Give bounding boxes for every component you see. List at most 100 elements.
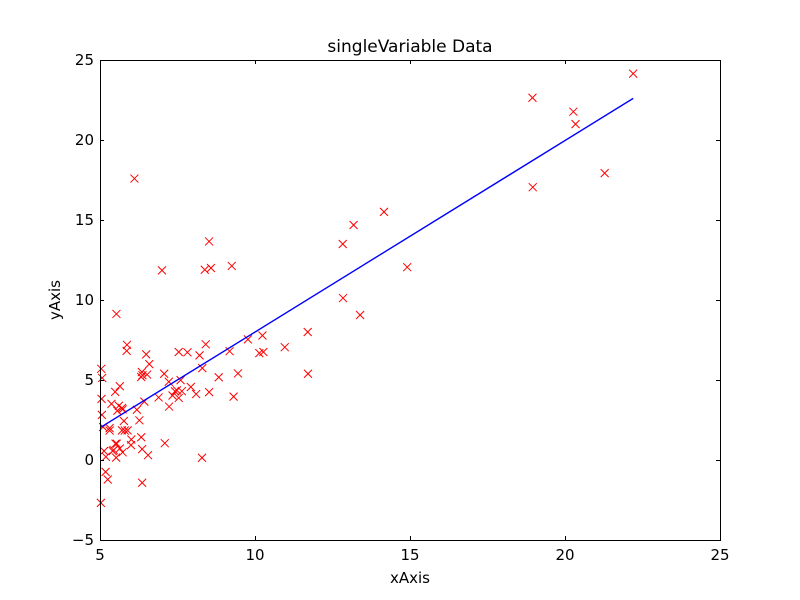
data-point [528,182,538,192]
data-point [338,293,348,303]
data-point [101,467,110,477]
y-tick-label: 25 [75,51,94,69]
data-point [137,478,147,488]
data-point [112,309,121,319]
data-point [402,262,412,272]
data-point [528,93,537,103]
data-point [117,426,127,435]
data-point [109,445,118,455]
axes-frame [100,60,721,541]
data-point [258,331,267,340]
y-tick-label: 5 [84,371,94,389]
data-point [114,401,124,411]
data-point [135,415,144,425]
y-tick-label: 20 [75,131,94,149]
data-point [201,339,211,349]
data-point [141,350,151,359]
data-point [204,387,214,397]
data-point [96,364,106,374]
data-point [164,402,174,411]
data-point [233,369,243,378]
axis-ticks: 5 10 15 20 25 −5 0 5 10 15 20 25 [72,51,730,564]
data-point [160,438,170,448]
data-point [137,444,147,454]
data-point [157,266,167,275]
data-point [122,340,132,350]
data-point [177,386,187,396]
data-point [118,447,127,457]
data-point [130,174,139,183]
data-point [214,372,224,382]
data-point [97,394,106,404]
data-point [136,432,146,442]
data-point [195,351,204,360]
data-point [97,410,107,420]
data-point [204,237,214,246]
data-point [303,327,313,337]
data-point [105,426,114,435]
chart-title: singleVariable Data [327,37,492,57]
data-point [142,370,152,379]
data-point [197,453,207,463]
data-point [170,387,180,396]
data-point [191,389,201,399]
data-point [111,453,121,462]
data-point [154,393,163,402]
data-point [186,382,196,392]
data-point [97,373,107,383]
data-point [600,168,610,178]
plot-series [96,69,638,508]
y-tick-label: −5 [72,531,94,549]
data-point [338,239,348,249]
data-point [126,440,136,450]
plot-frame [100,60,721,541]
data-point [225,346,234,356]
data-point [99,446,109,456]
data-point [174,393,184,403]
x-axis-label: xAxis [390,569,430,587]
y-axis-label: yAxis [46,280,64,320]
data-point [206,263,216,273]
x-tick-label: 25 [710,546,729,564]
data-point [243,335,253,344]
data-point [183,347,192,357]
data-point [112,439,122,449]
data-point [227,261,237,271]
data-point [628,69,638,78]
data-point [137,367,147,377]
data-point [110,387,120,397]
data-point [144,359,154,369]
data-point [120,426,130,435]
data-point [111,439,120,449]
data-point [176,375,185,385]
data-point [200,265,210,275]
data-point [569,107,578,117]
x-tick-label: 5 [95,546,105,564]
data-point [280,342,290,352]
y-tick-label: 10 [75,291,94,309]
x-tick-label: 10 [245,546,264,564]
y-tick-label: 15 [75,211,94,229]
data-point [355,310,365,320]
data-point [119,416,129,426]
data-point [174,347,184,357]
x-tick-label: 15 [400,546,419,564]
data-point [259,347,268,357]
x-tick-label: 20 [555,546,574,564]
data-point [168,391,177,400]
data-point [349,220,358,230]
data-point [379,207,389,217]
y-tick-label: 0 [84,451,94,469]
data-point [101,452,111,462]
data-point [303,369,313,379]
data-point [571,119,580,129]
data-point [229,392,238,401]
data-point [107,399,116,409]
data-point [113,406,122,416]
data-point [115,381,125,391]
data-point [103,475,113,484]
fit-line [100,97,634,428]
data-point [105,423,114,433]
data-point [159,369,169,379]
